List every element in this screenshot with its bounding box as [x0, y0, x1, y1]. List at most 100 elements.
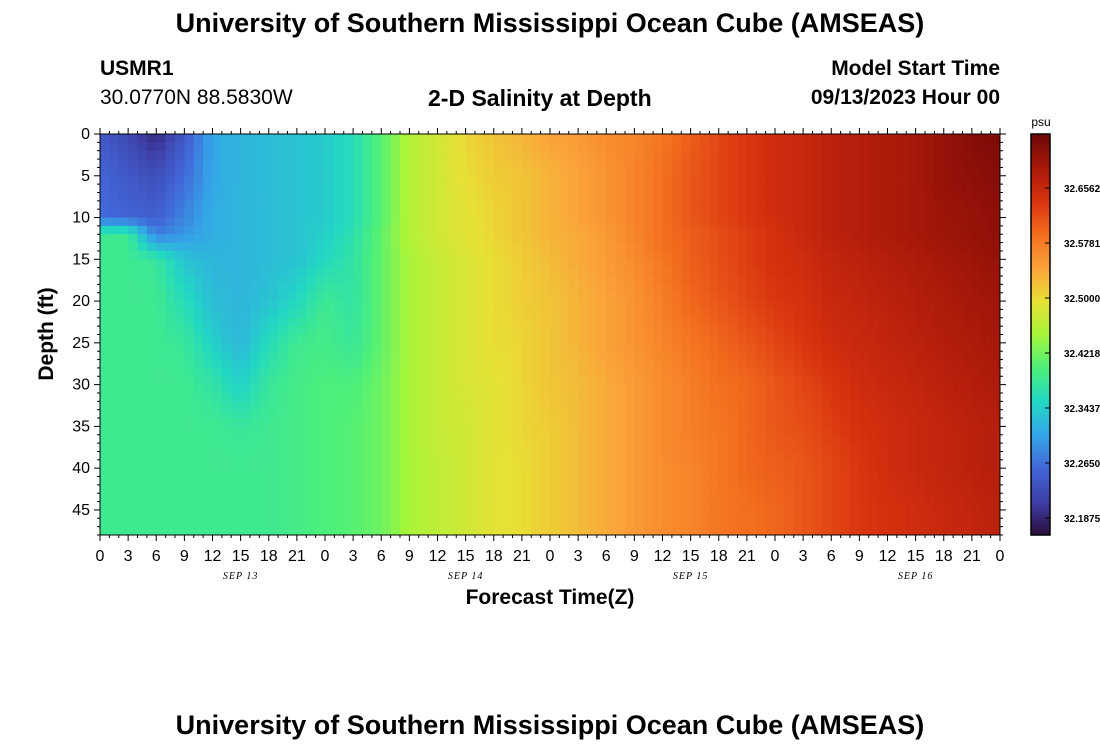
- heatmap-cell: [287, 484, 298, 494]
- heatmap-cell: [596, 267, 607, 277]
- heatmap-cell: [700, 267, 710, 277]
- heatmap-cell: [568, 426, 579, 436]
- heatmap-cells: [100, 134, 1000, 535]
- heatmap-cell: [756, 142, 767, 152]
- heatmap-cell: [184, 234, 195, 244]
- heatmap-cell: [718, 443, 729, 453]
- heatmap-cell: [456, 418, 467, 427]
- heatmap-cell: [268, 234, 279, 244]
- heatmap-cell: [184, 384, 195, 394]
- heatmap-cell: [943, 484, 954, 494]
- heatmap-cell: [128, 367, 139, 377]
- heatmap-cell: [175, 150, 185, 160]
- heatmap-cell: [493, 401, 504, 411]
- heatmap-cell: [503, 501, 514, 511]
- heatmap-cell: [400, 276, 410, 285]
- heatmap-cell: [521, 217, 532, 227]
- heatmap-cell: [821, 476, 832, 486]
- heatmap-cell: [493, 134, 504, 143]
- heatmap-cell: [531, 518, 542, 528]
- heatmap-cell: [896, 434, 907, 444]
- heatmap-cell: [128, 459, 139, 469]
- heatmap-cell: [428, 493, 439, 503]
- heatmap-cell: [746, 334, 757, 344]
- heatmap-cell: [418, 526, 429, 535]
- heatmap-cell: [700, 376, 710, 386]
- heatmap-cell: [775, 301, 785, 311]
- heatmap-cell: [212, 234, 223, 244]
- heatmap-cell: [259, 509, 270, 519]
- heatmap-cell: [484, 242, 495, 252]
- heatmap-cell: [353, 259, 364, 269]
- heatmap-cell: [531, 376, 542, 386]
- heatmap-cell: [803, 451, 814, 461]
- heatmap-cell: [231, 225, 242, 235]
- heatmap-cell: [109, 367, 120, 377]
- heatmap-cell: [662, 142, 673, 152]
- heatmap-cell: [578, 484, 589, 494]
- heatmap-cell: [343, 192, 354, 202]
- heatmap-cell: [240, 451, 251, 461]
- heatmap-cell: [859, 259, 870, 269]
- heatmap-cell: [165, 443, 176, 453]
- heatmap-cell: [343, 401, 354, 411]
- heatmap-cell: [850, 192, 860, 202]
- heatmap-cell: [240, 259, 251, 269]
- heatmap-cell: [240, 225, 251, 235]
- heatmap-cell: [756, 476, 767, 486]
- heatmap-cell: [568, 301, 579, 311]
- heatmap-cell: [690, 401, 701, 411]
- heatmap-cell: [700, 309, 710, 319]
- heatmap-cell: [128, 359, 139, 369]
- heatmap-cell: [915, 418, 926, 427]
- heatmap-cell: [503, 493, 514, 503]
- heatmap-cell: [634, 526, 645, 535]
- heatmap-cell: [662, 367, 673, 377]
- heatmap-cell: [409, 392, 420, 402]
- heatmap-cell: [371, 476, 382, 486]
- heatmap-cell: [615, 175, 626, 185]
- heatmap-cell: [615, 367, 626, 377]
- heatmap-cell: [653, 134, 664, 143]
- heatmap-cell: [803, 267, 814, 277]
- heatmap-cell: [971, 167, 982, 177]
- heatmap-cell: [765, 459, 776, 469]
- heatmap-cell: [887, 476, 898, 486]
- heatmap-cell: [287, 384, 298, 394]
- heatmap-cell: [484, 418, 495, 427]
- heatmap-cell: [184, 434, 195, 444]
- heatmap-cell: [943, 401, 954, 411]
- heatmap-cell: [765, 175, 776, 185]
- heatmap-cell: [221, 426, 232, 436]
- heatmap-cell: [296, 501, 307, 511]
- heatmap-cell: [109, 134, 120, 143]
- heatmap-cell: [831, 317, 842, 327]
- heatmap-cell: [221, 317, 232, 327]
- heatmap-cell: [831, 200, 842, 210]
- heatmap-cell: [203, 175, 214, 185]
- heatmap-cell: [109, 301, 120, 311]
- heatmap-cell: [962, 434, 973, 444]
- heatmap-cell: [428, 234, 439, 244]
- heatmap-cell: [484, 367, 495, 377]
- heatmap-cell: [681, 184, 692, 194]
- heatmap-cell: [625, 267, 635, 277]
- heatmap-cell: [484, 250, 495, 260]
- heatmap-cell: [643, 259, 654, 269]
- heatmap-cell: [512, 159, 523, 169]
- heatmap-cell: [756, 150, 767, 160]
- heatmap-cell: [625, 518, 635, 528]
- heatmap-cell: [353, 267, 364, 277]
- heatmap-cell: [409, 367, 420, 377]
- heatmap-cell: [146, 384, 157, 394]
- heatmap-cell: [221, 267, 232, 277]
- heatmap-cell: [437, 334, 448, 344]
- heatmap-cell: [606, 301, 617, 311]
- heatmap-cell: [793, 426, 804, 436]
- heatmap-cell: [662, 426, 673, 436]
- heatmap-cell: [887, 367, 898, 377]
- heatmap-cell: [184, 250, 195, 260]
- heatmap-cell: [775, 142, 785, 152]
- heatmap-cell: [287, 326, 298, 336]
- heatmap-cell: [718, 242, 729, 252]
